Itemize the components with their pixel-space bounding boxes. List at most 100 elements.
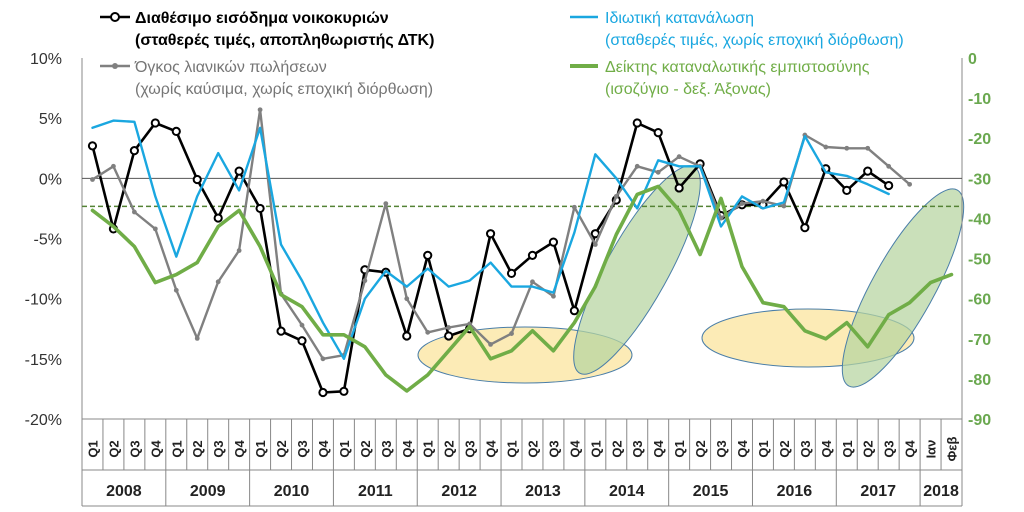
- series-2-point: [571, 204, 577, 210]
- x-tick-quarter: Q1: [756, 440, 771, 457]
- x-label-year: 2009: [190, 483, 226, 500]
- x-tick-quarter: Q1: [840, 440, 855, 457]
- series-2-point: [446, 325, 452, 330]
- x-tick-quarter: Q1: [169, 440, 184, 457]
- series-1-point: [863, 166, 873, 176]
- series-1-point: [506, 268, 517, 278]
- legend-label-1-sub: (σταθερές τιμές, αποπληθωριστής ΔΤΚ): [135, 32, 434, 49]
- x-tick-quarter: Q2: [106, 440, 121, 457]
- y-tick-right: -40: [968, 211, 991, 228]
- x-label-year: 2018: [923, 483, 959, 500]
- series-2-point: [215, 279, 221, 285]
- series-1-point: [87, 141, 98, 151]
- series-2-point: [467, 321, 473, 327]
- series-2-point: [676, 154, 682, 160]
- series-1-point: [485, 229, 496, 239]
- series-2-point: [865, 145, 871, 151]
- x-tick-quarter: Q4: [148, 440, 163, 458]
- x-label-year: 2010: [274, 483, 310, 500]
- series-2-point: [551, 293, 556, 299]
- x-tick-quarter: Q1: [85, 440, 100, 457]
- series-1-point: [423, 250, 433, 260]
- series-1-point: [674, 183, 684, 193]
- legend-label-3: Ιδιωτική κατανάλωση: [605, 10, 754, 27]
- x-tick-quarter: Q3: [379, 440, 394, 457]
- x-tick-quarter: Q4: [400, 440, 415, 458]
- x-tick-quarter: Q4: [316, 440, 331, 458]
- y-tick-right: 0: [968, 51, 977, 68]
- x-tick-quarter: Q3: [798, 440, 813, 457]
- series-2-point: [131, 209, 137, 215]
- series-1-point: [402, 331, 412, 341]
- x-tick-quarter: Q2: [274, 440, 289, 457]
- x-tick-quarter: Q2: [190, 440, 205, 457]
- x-tick-quarter: Q3: [127, 440, 142, 457]
- x-tick-quarter: Q1: [253, 440, 268, 457]
- series-2-point: [613, 193, 619, 199]
- x-tick-quarter: Ιαν: [924, 440, 939, 459]
- series-2-point: [362, 278, 368, 284]
- series-2-point: [257, 107, 263, 113]
- y-tick-right: -50: [968, 252, 991, 269]
- x-tick-quarter: Q2: [861, 440, 876, 457]
- x-tick-quarter: Q1: [337, 440, 352, 457]
- series-1-point: [779, 177, 789, 187]
- series-1-point: [548, 237, 559, 247]
- y-tick-right: -70: [968, 332, 991, 349]
- series-2-point: [530, 279, 535, 285]
- legend-label-3-sub: (σταθερές τιμές, χωρίς εποχική διόρθωση): [605, 32, 904, 49]
- series-1-point: [318, 387, 328, 398]
- x-tick-quarter: Q4: [903, 440, 918, 458]
- series-1-point: [444, 331, 454, 341]
- series-2-point: [592, 242, 598, 247]
- x-label-year: 2015: [693, 483, 729, 500]
- series-line-2: [91, 108, 911, 360]
- y-tick-right: -20: [968, 131, 991, 148]
- series-2-point: [907, 181, 913, 187]
- y-tick-left: -10%: [25, 292, 62, 309]
- series-2-point: [90, 177, 95, 182]
- x-label-year: 2014: [609, 483, 645, 500]
- highlight-ellipse-4: [841, 188, 965, 388]
- series-1-point: [527, 250, 538, 260]
- x-tick-quarter: Q4: [735, 440, 750, 458]
- series-1-point: [255, 203, 265, 214]
- x-tick-quarter: Q3: [546, 440, 561, 457]
- series-2-point: [760, 198, 766, 204]
- series-2-point: [823, 144, 829, 150]
- series-2-point: [844, 145, 850, 151]
- series-2-point: [509, 331, 514, 336]
- x-label-year: 2016: [777, 483, 813, 500]
- x-tick-quarter: Q4: [567, 440, 582, 458]
- series-2-point: [236, 248, 242, 253]
- series-2-point: [718, 215, 724, 221]
- x-label-year: 2013: [525, 483, 561, 500]
- x-tick-quarter: Q2: [442, 440, 457, 457]
- y-tick-right: -60: [968, 292, 991, 309]
- series-1-point: [842, 185, 852, 195]
- series-2-point: [320, 356, 326, 362]
- series-2-point: [111, 163, 116, 169]
- x-label-year: 2008: [106, 483, 142, 500]
- y-tick-right: -30: [968, 171, 991, 188]
- series-1-point: [150, 118, 160, 128]
- series-1-point: [276, 326, 286, 336]
- legend-label-1: Διαθέσιμο εισόδημα νοικοκυριών: [135, 10, 389, 27]
- x-tick-quarter: Q1: [505, 440, 520, 457]
- series-1-point: [192, 174, 202, 185]
- x-tick-quarter: Q3: [882, 440, 897, 457]
- x-label-year: 2011: [358, 483, 393, 500]
- series-1-point: [632, 118, 642, 128]
- y-tick-left: -20%: [25, 412, 62, 429]
- y-tick-left: 5%: [39, 111, 62, 128]
- series-2-point: [739, 201, 745, 207]
- legend-label-2-sub: (χωρίς καύσιμα, χωρίς εποχική διόρθωση): [135, 81, 433, 98]
- x-tick-quarter: Q2: [693, 440, 708, 457]
- series-2-point: [488, 341, 493, 347]
- x-tick-quarter: Q1: [421, 440, 436, 457]
- x-tick-quarter: Q3: [714, 440, 729, 457]
- x-tick-quarter: Q2: [525, 440, 540, 457]
- x-tick-quarter: Q1: [588, 440, 603, 457]
- series-2-point: [299, 322, 305, 328]
- series-2-point: [634, 163, 640, 169]
